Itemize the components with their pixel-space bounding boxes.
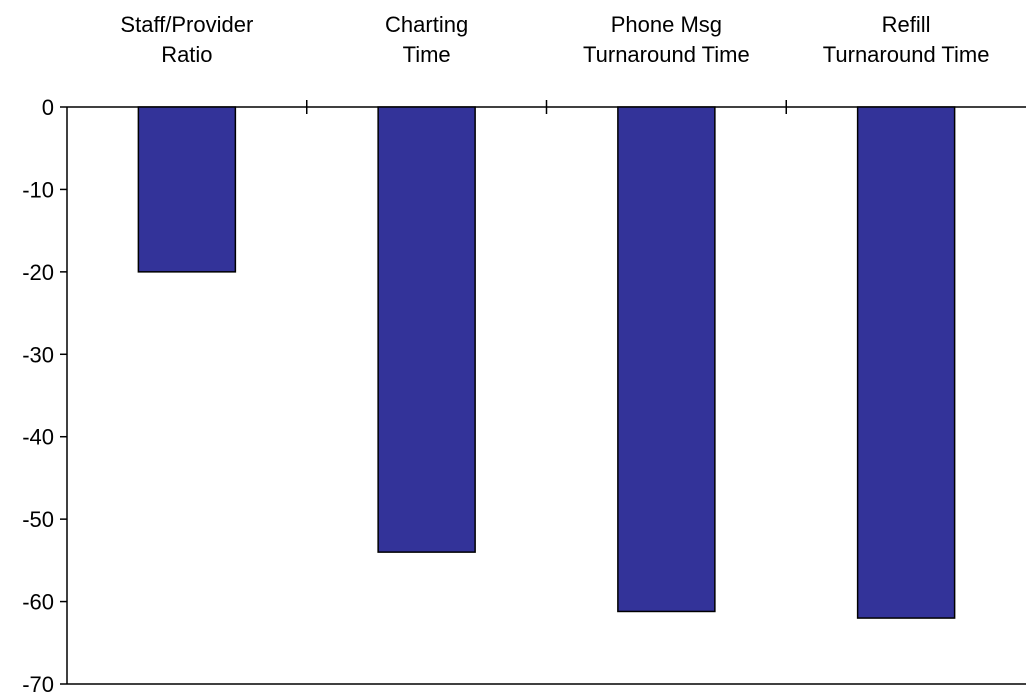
bar [137, 106, 237, 273]
category-labels: Staff/Provider Ratio Charting Time Phone Msg… [120, 12, 989, 67]
category-label: Time [403, 42, 451, 67]
y-tick-label: -70 [22, 672, 54, 694]
category-label: Staff/Provider [120, 12, 253, 37]
y-axis: 0 -10 -20 -30 -40 -50 -60 -70 [22, 95, 68, 694]
y-tick-label: 0 [42, 95, 54, 120]
category-label: Refill [882, 12, 931, 37]
y-tick-label: -50 [22, 507, 54, 532]
category-label: Turnaround Time [583, 42, 750, 67]
y-tick-label: -10 [22, 177, 54, 202]
y-tick-label: -60 [22, 590, 54, 615]
bars [137, 106, 956, 619]
y-tick-label: -40 [22, 425, 54, 450]
bar [617, 106, 716, 613]
category-label: Turnaround Time [823, 42, 990, 67]
category-label: Phone Msg [611, 12, 722, 37]
category-label: Ratio [161, 42, 212, 67]
y-tick-label: -20 [22, 260, 54, 285]
bar [377, 106, 476, 553]
bar [856, 106, 956, 619]
category-label: Charting [385, 12, 468, 37]
y-tick-label: -30 [22, 342, 54, 367]
